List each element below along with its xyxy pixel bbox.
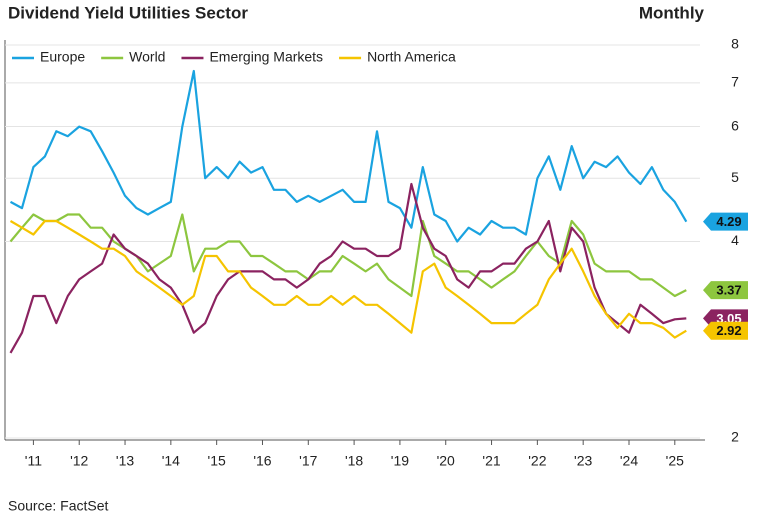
x-tick-label: '25 — [666, 453, 684, 469]
x-tick-label: '19 — [391, 453, 409, 469]
end-tag-label: 4.29 — [716, 214, 741, 229]
series-line — [9, 219, 687, 339]
end-tag — [703, 321, 748, 340]
y-tick-label: 7 — [731, 74, 739, 90]
x-tick-label: '13 — [116, 453, 134, 469]
legend-label: North America — [367, 49, 456, 65]
series-line — [9, 182, 687, 354]
y-tick-label: 5 — [731, 169, 739, 185]
legend-label: World — [129, 49, 165, 65]
y-tick-label: 4 — [731, 232, 739, 248]
end-tag — [703, 212, 748, 231]
x-tick-label: '22 — [528, 453, 546, 469]
x-tick-label: '20 — [437, 453, 455, 469]
x-tick-label: '21 — [482, 453, 500, 469]
legend-label: Europe — [40, 49, 85, 65]
x-tick-label: '16 — [253, 453, 271, 469]
chart-subtitle: Monthly — [639, 3, 705, 22]
y-tick-label: 8 — [731, 36, 739, 52]
x-tick-label: '24 — [620, 453, 638, 469]
chart-title: Dividend Yield Utilities Sector — [8, 3, 248, 22]
series-line — [9, 213, 687, 298]
y-tick-label: 2 — [731, 429, 739, 445]
x-tick-label: '18 — [345, 453, 363, 469]
x-tick-label: '17 — [299, 453, 317, 469]
legend-label: Emerging Markets — [209, 49, 323, 65]
end-tag — [703, 281, 748, 300]
x-tick-label: '14 — [162, 453, 180, 469]
source-note: Source: FactSet — [8, 498, 108, 514]
series-line — [9, 69, 688, 243]
y-tick-label: 6 — [731, 117, 739, 133]
x-tick-label: '11 — [25, 453, 42, 469]
x-tick-label: '15 — [208, 453, 226, 469]
x-tick-label: '12 — [70, 453, 88, 469]
end-tag-label: 2.92 — [716, 323, 741, 338]
x-tick-label: '23 — [574, 453, 592, 469]
end-tag-label: 3.37 — [716, 283, 741, 298]
